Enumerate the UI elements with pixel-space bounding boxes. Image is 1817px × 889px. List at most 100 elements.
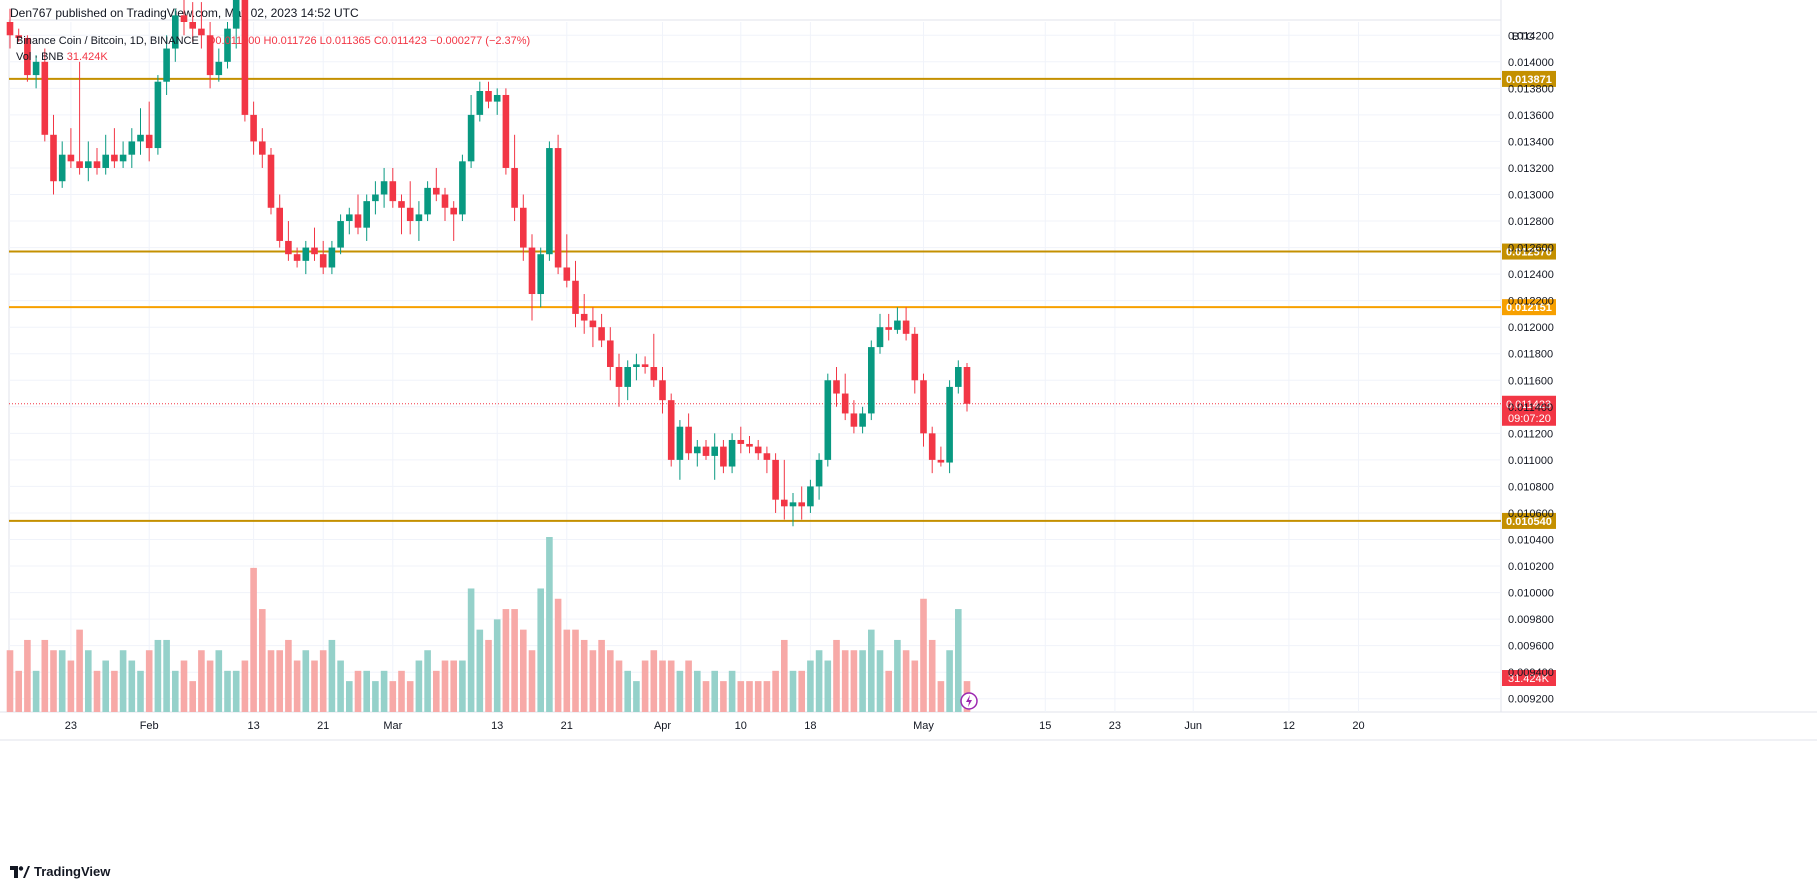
- volume-bar: [624, 670, 631, 712]
- volume-bar: [50, 650, 57, 712]
- candle-body: [946, 386, 953, 463]
- x-tick-label: 20: [1352, 720, 1364, 732]
- candle-body: [676, 426, 684, 460]
- candle-body: [667, 400, 675, 460]
- candle-body: [180, 15, 188, 22]
- volume-bar: [850, 650, 858, 712]
- candle-body: [772, 459, 779, 500]
- volume-bar: [598, 639, 605, 712]
- candle-body: [24, 37, 31, 76]
- tradingview-brand[interactable]: TradingView: [10, 864, 110, 879]
- volume-bar: [389, 681, 397, 712]
- volume-bar: [789, 670, 797, 712]
- level-label: 0.012151: [1506, 302, 1552, 314]
- volume-bar: [6, 650, 14, 712]
- y-tick-label: 0.011200: [1508, 428, 1553, 440]
- volume-bar: [189, 681, 196, 712]
- level-tag: [1502, 243, 1556, 260]
- level-tag: [1502, 512, 1556, 529]
- candle-body: [546, 148, 553, 255]
- candle-body: [267, 154, 275, 208]
- volume-bar: [502, 609, 510, 712]
- volume-bar: [746, 681, 753, 712]
- candle-body: [241, 0, 249, 115]
- y-tick-label: 0.013400: [1508, 136, 1554, 148]
- volume-bar: [459, 660, 466, 712]
- candle-body: [694, 446, 701, 454]
- volume-bar: [328, 639, 336, 712]
- volume-bar: [580, 639, 588, 712]
- candle-body: [720, 446, 727, 467]
- candle-body: [389, 181, 397, 202]
- volume-bar: [485, 639, 492, 712]
- y-tick-label: 0.012600: [1508, 243, 1554, 255]
- candle-body: [198, 28, 205, 36]
- y-tick-label: 0.012000: [1508, 322, 1554, 334]
- volume-bar: [172, 670, 179, 712]
- candle-body: [163, 48, 170, 82]
- candle-body: [702, 446, 710, 456]
- volume-bar: [380, 670, 388, 712]
- volume-bar: [563, 629, 571, 712]
- candle-body: [754, 446, 762, 454]
- volume-bar: [511, 609, 518, 712]
- level-tag: [1502, 70, 1556, 87]
- candle-body: [563, 267, 571, 281]
- volume-bar: [815, 650, 823, 712]
- candle-body: [76, 161, 83, 168]
- volume-bar: [937, 681, 945, 712]
- candle-body: [467, 114, 475, 162]
- candle-body: [763, 453, 771, 460]
- volume-bar: [111, 670, 118, 712]
- volume-bar: [267, 650, 275, 712]
- candle-body: [798, 502, 805, 507]
- y-tick-label: 0.011000: [1508, 455, 1553, 467]
- candle-body: [537, 254, 544, 295]
- candle-body: [111, 154, 118, 162]
- volume-bar: [807, 660, 814, 712]
- candle-body: [145, 134, 153, 149]
- candle-body: [920, 380, 927, 434]
- volume-bar: [137, 670, 144, 712]
- volume-bar: [520, 629, 527, 712]
- candle-body: [607, 340, 614, 367]
- y-tick-label: 0.014000: [1508, 57, 1554, 69]
- volume-bar: [415, 660, 423, 712]
- candle-body: [859, 413, 866, 427]
- y-tick-label: 0.012400: [1508, 269, 1554, 281]
- candle-body: [224, 28, 231, 62]
- volume-bar: [772, 670, 779, 712]
- volume-bar: [224, 670, 231, 712]
- volume-bars: [6, 537, 971, 712]
- volume-bar: [946, 650, 953, 712]
- candle-body: [902, 320, 910, 334]
- candle-body: [215, 61, 223, 76]
- candle-body: [894, 320, 901, 330]
- volume-bar: [293, 660, 301, 712]
- x-tick-label: 21: [317, 720, 329, 732]
- candlesticks: [6, 0, 971, 527]
- candle-body: [328, 247, 336, 268]
- candle-body: [789, 502, 797, 507]
- y-tick-label: 0.009400: [1508, 667, 1554, 679]
- lightning-bolt: [966, 695, 972, 707]
- candle-body: [737, 439, 745, 444]
- volume-bar: [728, 670, 736, 712]
- candle-body: [346, 214, 353, 222]
- x-tick-label: Apr: [654, 720, 671, 732]
- candle-body: [41, 61, 49, 135]
- candle-body: [554, 148, 562, 268]
- symbol-name[interactable]: Binance Coin / Bitcoin, 1D, BINANCE: [16, 35, 199, 47]
- volume-label[interactable]: Vol · BNB: [16, 51, 64, 63]
- volume-bar: [154, 639, 162, 712]
- candle-body: [415, 214, 423, 222]
- candle-body: [928, 433, 936, 460]
- candle-body: [128, 141, 136, 155]
- volume-last-label: 31.424K: [1508, 673, 1550, 685]
- volume-bar: [41, 639, 49, 712]
- x-tick-label: 18: [804, 720, 816, 732]
- candle-body: [911, 333, 919, 381]
- volume-bar: [720, 681, 727, 712]
- ohlc-values: O0.011700 H0.011726 L0.011365 C0.011423 …: [206, 35, 531, 47]
